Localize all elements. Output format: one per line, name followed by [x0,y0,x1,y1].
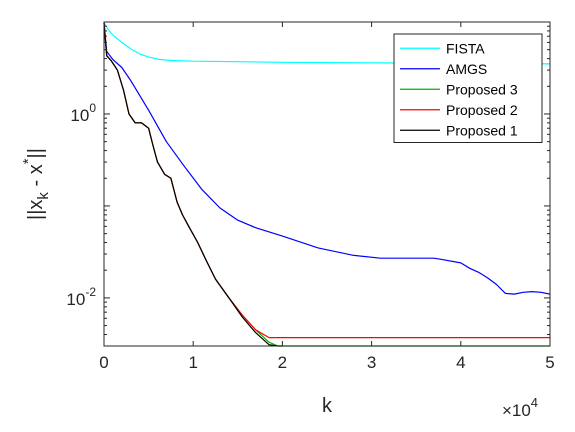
legend-box [393,33,543,143]
x-tick-label: 4 [456,353,465,372]
x-tick-label: 0 [99,353,108,372]
x-tick-label: 3 [367,353,376,372]
x-tick-label: 2 [278,353,287,372]
tick-layer: 0 1 2 3 4 5 10-2 100 [66,22,555,372]
axes-box [103,21,551,347]
x-tick-label: 5 [545,353,554,372]
y-tick-label: 10-2 [66,285,96,309]
series-layer [103,22,551,347]
legend-label-fista: FISTA [446,40,485,56]
x-tick-label: 1 [188,353,197,372]
axes-layer [103,21,551,347]
legend-label-proposed-1: Proposed 1 [446,122,518,138]
legend-label-proposed-2: Proposed 2 [446,102,518,118]
series-line-fista [103,22,551,65]
legend: FISTA AMGS Proposed 3 Proposed 2 Proposed 1 [393,33,543,143]
svg-text:||xk - x*||: ||xk - x*|| [20,148,52,220]
y-tick-label: 100 [70,101,96,125]
series-line-amgs [103,22,551,295]
x-axis-multiplier: ×104 [502,395,538,420]
y-axis-label: ||xk - x*|| [20,148,52,220]
x-axis-label: k [322,395,333,417]
legend-label-amgs: AMGS [446,61,487,77]
legend-label-proposed-3: Proposed 3 [446,81,518,97]
series-line-proposed-1 [103,22,283,347]
